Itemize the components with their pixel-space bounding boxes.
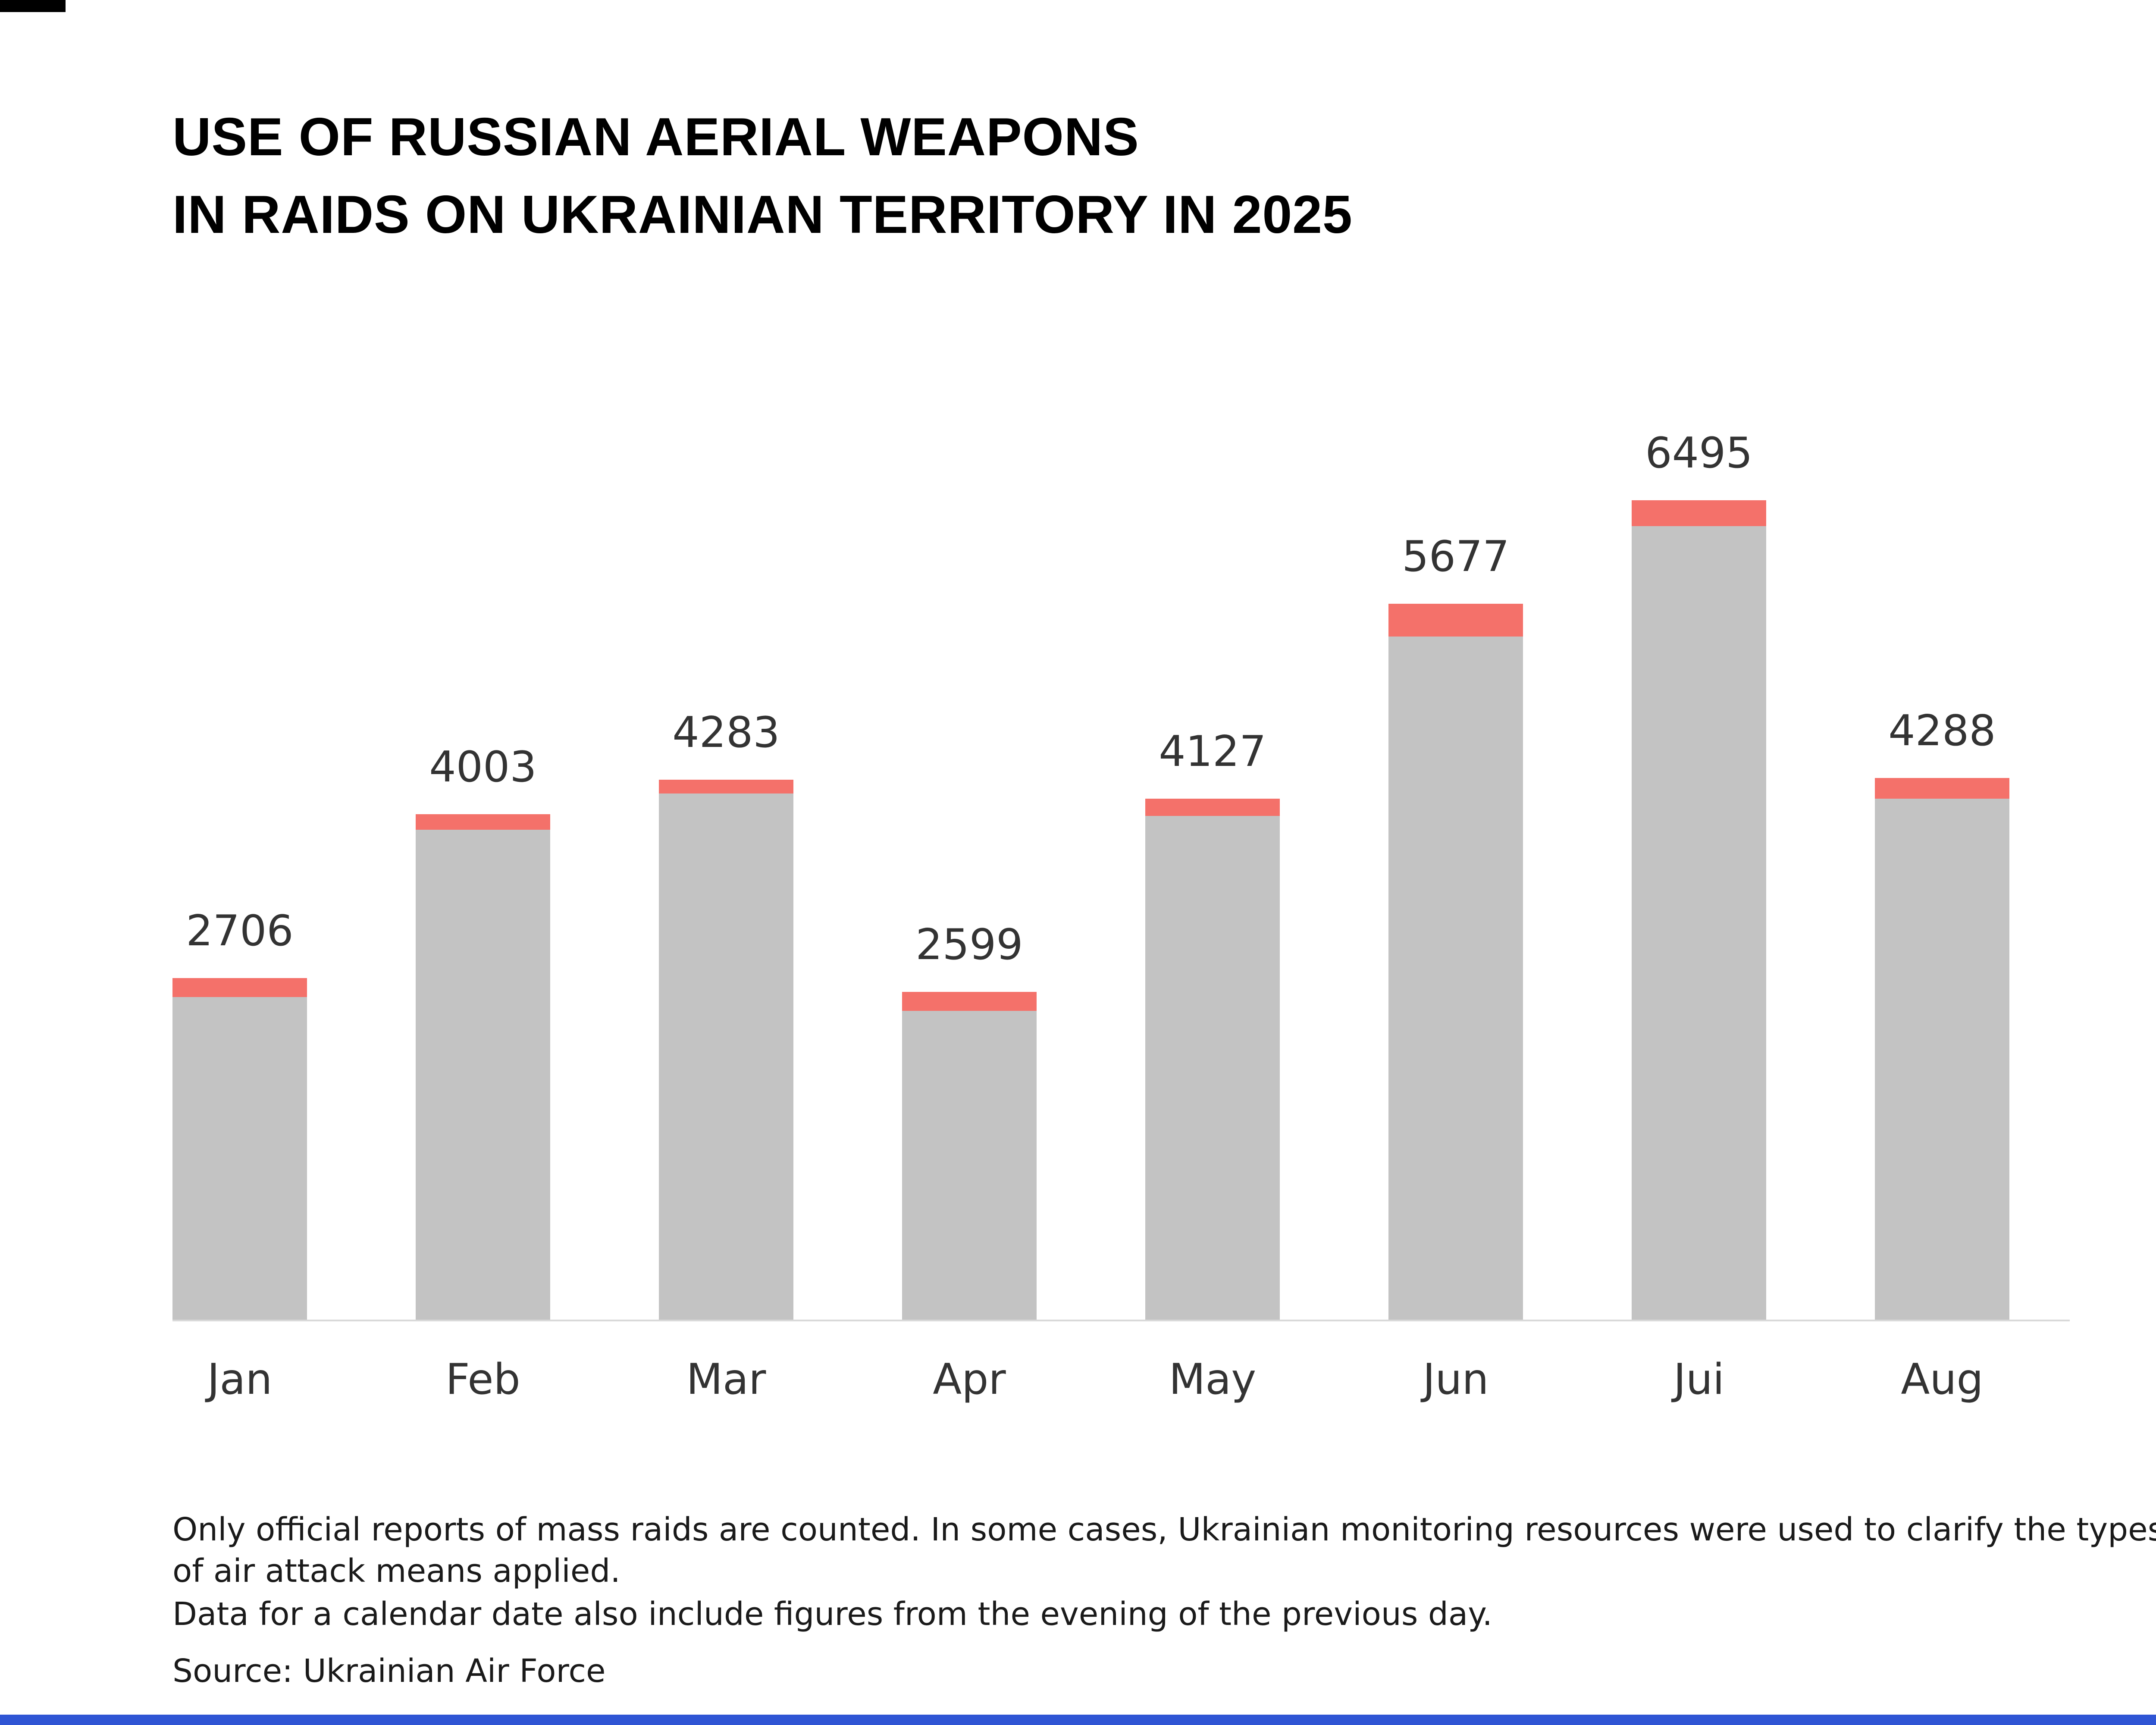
bar-feb <box>416 815 550 1320</box>
bar-value-label: 5677 <box>1402 531 1510 581</box>
bar-apr <box>902 991 1037 1320</box>
bar-value-label: 2599 <box>915 919 1023 969</box>
missiles-segment <box>172 978 307 997</box>
bar-aug <box>1875 778 2009 1320</box>
footnotes: Only official reports of mass raids are … <box>172 1511 2156 1695</box>
x-tick-label: Jan <box>207 1354 273 1404</box>
source-note: Source: Ukrainian Air Force <box>172 1654 606 1691</box>
bar-value-label: 4288 <box>1888 706 1996 756</box>
x-tick-label: Jun <box>1423 1354 1489 1404</box>
bar-value-label: 4283 <box>672 707 780 757</box>
top-left-mark <box>0 0 66 12</box>
x-tick-label: Mar <box>686 1354 766 1404</box>
x-tick-label: Apr <box>933 1354 1006 1404</box>
missiles-segment <box>416 815 550 830</box>
chart-title-line-1: USE OF RUSSIAN AERIAL WEAPONS <box>172 107 1139 167</box>
x-tick-label: May <box>1169 1354 1257 1404</box>
bar-jui <box>1632 500 1766 1320</box>
bar-value-label: 2706 <box>186 906 294 956</box>
bar-may <box>1145 799 1280 1320</box>
x-axis-line <box>172 1320 2070 1321</box>
bar-value-label: 6495 <box>1645 428 1753 478</box>
missiles-segment <box>1145 799 1280 816</box>
missiles-segment <box>1875 778 2009 800</box>
x-tick-label: Jui <box>1673 1354 1725 1404</box>
bar-mar <box>659 779 793 1320</box>
bar-value-label: 4003 <box>429 742 537 792</box>
missiles-segment <box>659 779 793 794</box>
bar-jun <box>1388 603 1523 1320</box>
missiles-segment <box>1632 500 1766 526</box>
chart-title-line-2: IN RAIDS ON UKRAINIAN TERRITORY IN 2025 <box>172 184 1353 245</box>
chart-title: USE OF RUSSIAN AERIAL WEAPONS IN RAIDS O… <box>172 100 1353 255</box>
missiles-segment <box>902 991 1037 1011</box>
footnote-calendar: Data for a calendar date also include fi… <box>172 1597 1492 1634</box>
x-tick-label: Aug <box>1901 1354 1984 1404</box>
bar-jan <box>172 978 307 1320</box>
footer-accent-bar <box>0 1715 2156 1725</box>
x-tick-label: Feb <box>445 1354 520 1404</box>
bar-value-label: 4127 <box>1159 726 1266 777</box>
footnote-methodology: Only official reports of mass raids are … <box>172 1513 2156 1591</box>
missiles-segment <box>1388 603 1523 637</box>
